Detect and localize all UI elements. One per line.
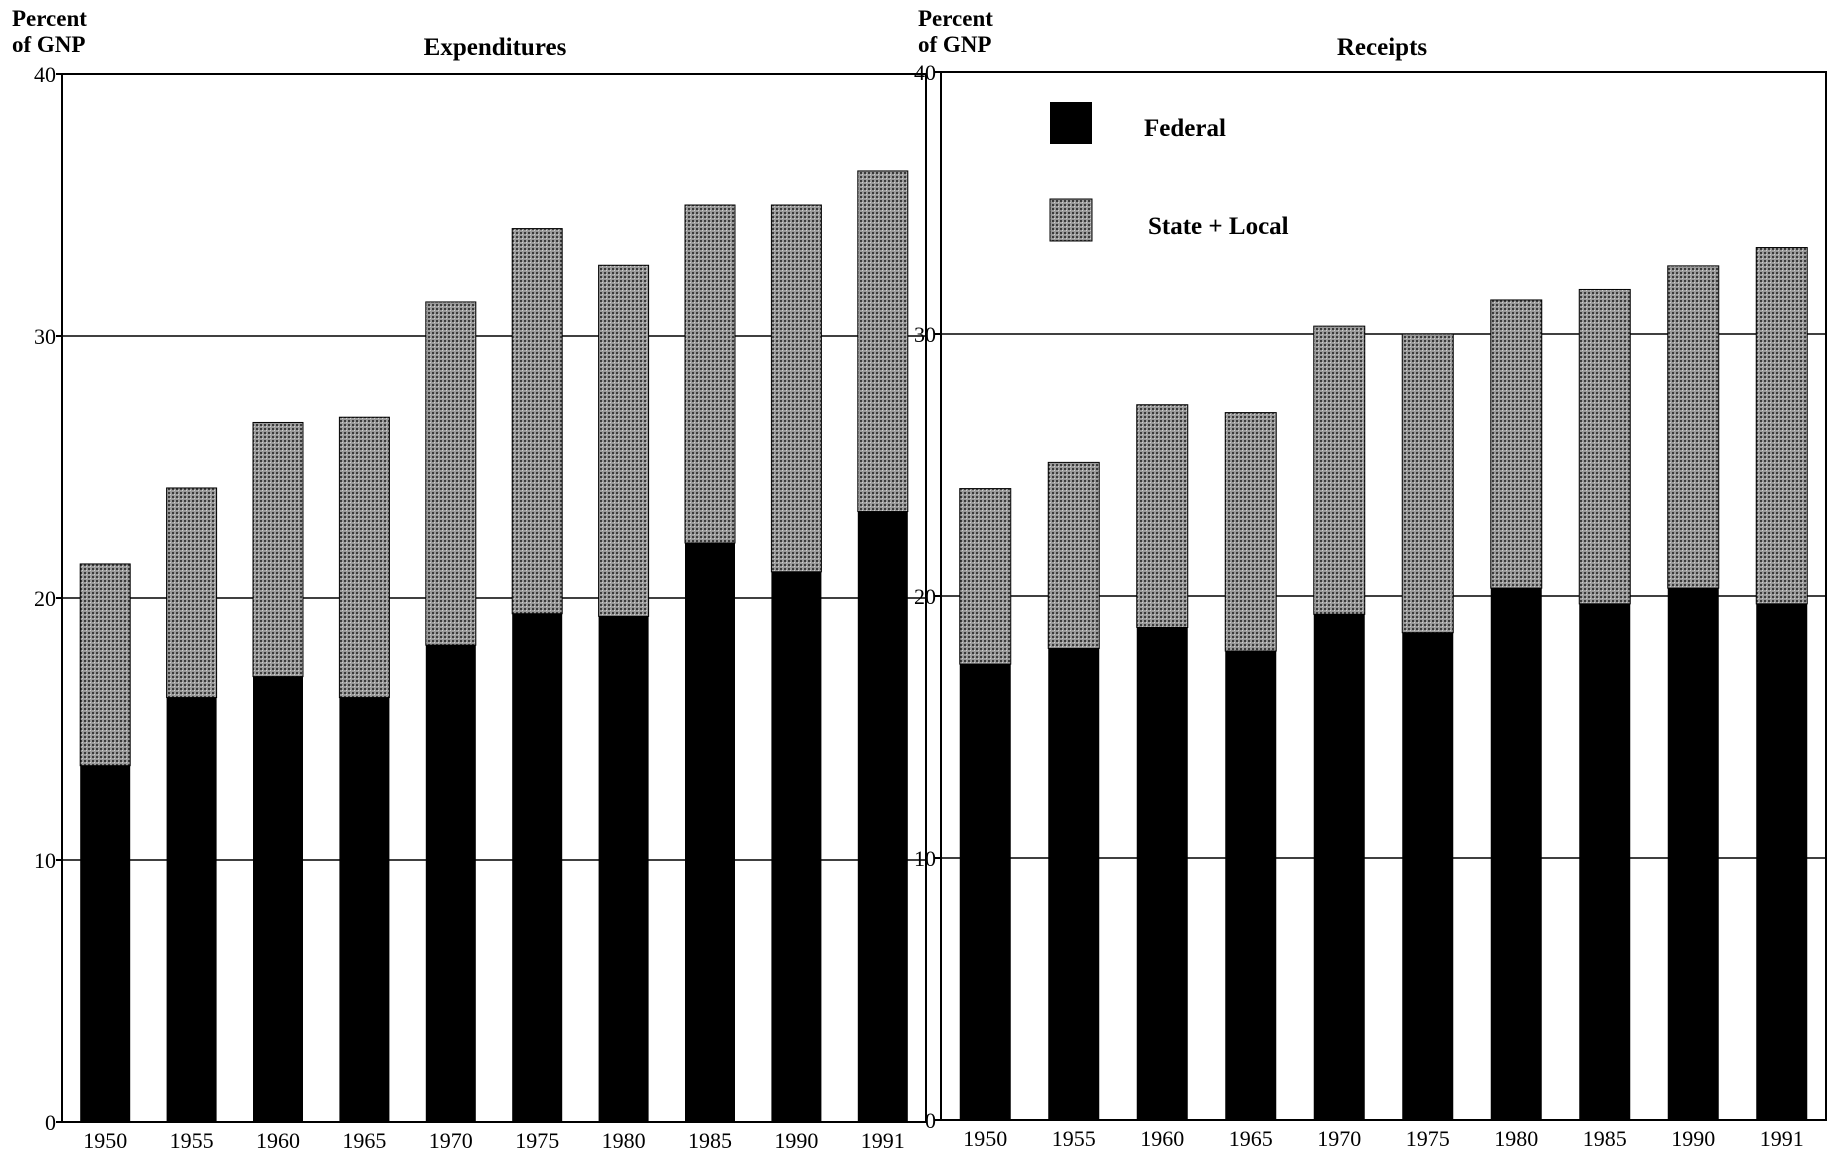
bar-federal-1991 <box>1756 603 1808 1120</box>
y-tick-label: 30 <box>914 322 936 347</box>
legend-label-federal: Federal <box>1144 115 1226 142</box>
bar-state-local-1965 <box>338 416 390 699</box>
x-tick-label: 1985 <box>688 1128 732 1153</box>
x-tick-label: 1950 <box>963 1126 1007 1151</box>
x-tick-label: 1985 <box>1583 1126 1627 1151</box>
legend: Federal State + Local <box>1049 102 1289 242</box>
bar-state-local-1960 <box>252 421 304 678</box>
y-axis-label-line2: of GNP <box>12 32 86 57</box>
bar-federal-1970 <box>425 645 476 1122</box>
bar-federal-1975 <box>512 613 563 1122</box>
bar-federal-1980 <box>598 616 649 1122</box>
y-tick-label: 10 <box>34 848 56 873</box>
x-tick-label: 1975 <box>1406 1126 1450 1151</box>
bar-federal-1950 <box>80 765 131 1122</box>
y-tick-label: 30 <box>34 324 56 349</box>
chart-title: Receipts <box>1336 34 1428 61</box>
y-tick-label: 0 <box>925 1108 936 1133</box>
expenditures-panel: Percent of GNP Expenditures 0 10 20 30 40 195… <box>12 6 927 1153</box>
bar-state-local-1955 <box>1047 461 1100 649</box>
bar-state-local-1985 <box>1578 288 1631 605</box>
x-tick-label: 1970 <box>1317 1126 1361 1151</box>
x-tick-label: 1990 <box>1671 1126 1715 1151</box>
bar-state-local-1970 <box>425 301 477 646</box>
x-tick-label: 1990 <box>774 1128 818 1153</box>
x-tick-label: 1955 <box>1052 1126 1096 1151</box>
bar-state-local-1960 <box>1136 404 1189 628</box>
receipts-chart: 0 10 20 30 40 1950 1955 1960 1965 1970 1975 1980 198… <box>914 60 1827 1151</box>
legend-label-state-local: State + Local <box>1148 213 1289 240</box>
legend-swatch-state-local <box>1049 198 1093 242</box>
legend-swatch-federal <box>1050 102 1092 144</box>
bar-federal-1960 <box>1136 627 1188 1120</box>
x-tick-label: 1965 <box>342 1128 386 1153</box>
x-tick-label: 1991 <box>1760 1126 1804 1151</box>
bar-state-local-1975 <box>1401 333 1454 634</box>
bar-state-local-1950 <box>79 563 131 767</box>
bar-federal-1991 <box>857 511 908 1122</box>
y-axis-label: Percent of GNP <box>918 6 993 58</box>
bar-federal-1960 <box>253 676 303 1122</box>
bar-federal-1990 <box>771 571 822 1122</box>
receipts-panel: Percent of GNP Receipts 0 10 20 30 40 1950 195… <box>912 0 1832 1155</box>
bar-state-local-1980 <box>1490 299 1543 589</box>
x-tick-label: 1955 <box>170 1128 214 1153</box>
bar-federal-1965 <box>339 697 390 1122</box>
bar-federal-1985 <box>1579 603 1631 1120</box>
y-axis-label-line2: of GNP <box>918 32 992 57</box>
bar-state-local-1990 <box>1667 265 1720 589</box>
y-tick-label: 40 <box>34 62 56 87</box>
bar-federal-1955 <box>1048 648 1100 1120</box>
bar-state-local-1955 <box>166 487 218 699</box>
x-tick-label: 1970 <box>429 1128 473 1153</box>
y-axis-label: Percent of GNP <box>12 6 87 58</box>
bar-federal-1970 <box>1313 614 1365 1120</box>
bar-state-local-1975 <box>511 228 563 615</box>
bar-federal-1950 <box>959 664 1011 1120</box>
bar-state-local-1991 <box>857 170 909 513</box>
bar-state-local-1985 <box>684 204 736 544</box>
bar-federal-1985 <box>685 542 735 1122</box>
y-tick-label: 20 <box>914 584 936 609</box>
expenditures-chart: 0 10 20 30 40 1950 1955 1960 1965 1970 1975 1980 198… <box>34 62 927 1153</box>
bar-state-local-1970 <box>1313 325 1366 615</box>
bar-federal-1980 <box>1490 588 1542 1120</box>
x-tick-label: 1991 <box>861 1128 905 1153</box>
x-tick-label: 1980 <box>602 1128 646 1153</box>
y-tick-label: 40 <box>914 60 936 85</box>
bar-federal-1965 <box>1225 651 1277 1120</box>
x-tick-label: 1950 <box>83 1128 127 1153</box>
y-axis-label-line1: Percent <box>12 6 87 31</box>
bar-federal-1955 <box>166 697 217 1122</box>
bar-federal-1990 <box>1667 588 1719 1120</box>
chart-title: Expenditures <box>423 34 567 61</box>
y-tick-label: 10 <box>914 846 936 871</box>
x-tick-label: 1975 <box>515 1128 559 1153</box>
y-tick-label: 0 <box>45 1110 56 1135</box>
x-tick-label: 1960 <box>256 1128 300 1153</box>
y-tick-label: 20 <box>34 586 56 611</box>
bar-state-local-1980 <box>598 264 650 617</box>
bar-state-local-1950 <box>959 488 1012 665</box>
bar-federal-1975 <box>1402 632 1454 1120</box>
bar-state-local-1990 <box>770 204 822 573</box>
bar-state-local-1991 <box>1755 247 1808 605</box>
x-tick-label: 1960 <box>1140 1126 1184 1151</box>
x-tick-label: 1980 <box>1494 1126 1538 1151</box>
y-axis-label-line1: Percent <box>918 6 993 31</box>
x-tick-label: 1965 <box>1229 1126 1273 1151</box>
bar-state-local-1965 <box>1224 412 1277 652</box>
